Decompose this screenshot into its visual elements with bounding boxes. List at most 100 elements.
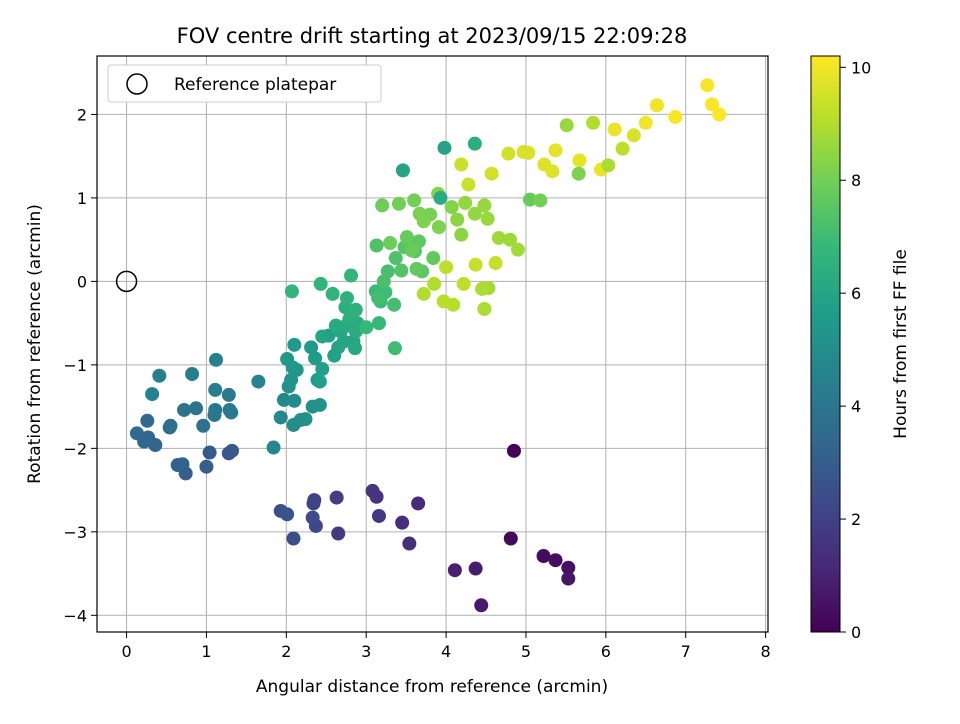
data-point	[280, 507, 295, 522]
data-point	[626, 128, 641, 143]
data-point	[325, 286, 340, 301]
data-point	[533, 193, 548, 208]
data-point	[475, 281, 490, 296]
data-point	[202, 445, 217, 460]
data-point	[387, 341, 402, 356]
data-point	[276, 392, 291, 407]
data-point	[409, 261, 424, 276]
colorbar: 0 2 4 6 8 10 Hours from first FF file	[810, 55, 911, 642]
data-point	[668, 109, 683, 124]
data-point	[266, 440, 281, 455]
data-point	[145, 387, 160, 402]
data-point	[196, 418, 211, 433]
data-point	[461, 177, 476, 192]
y-tick-label: −1	[63, 356, 87, 375]
data-point	[329, 490, 344, 505]
x-tick-label: 6	[601, 642, 611, 661]
y-tick-label: −4	[63, 606, 87, 625]
data-point	[208, 402, 223, 417]
data-point	[416, 214, 431, 229]
data-point	[545, 164, 560, 179]
chart-title: FOV centre drift starting at 2023/09/15 …	[177, 24, 688, 48]
data-point	[458, 195, 473, 210]
legend-marker-icon	[126, 73, 148, 95]
data-point	[163, 418, 178, 433]
x-axis-ticks: 0 1 2 3 4 5 6 7 8	[121, 632, 771, 661]
colorbar-gradient	[810, 55, 841, 633]
data-point	[411, 496, 426, 511]
data-point	[433, 190, 448, 205]
data-point	[484, 166, 499, 181]
data-point	[380, 264, 395, 279]
x-tick-label: 5	[521, 642, 531, 661]
data-point	[586, 115, 601, 130]
data-point	[572, 153, 587, 168]
data-point	[315, 362, 330, 377]
data-point	[395, 163, 410, 178]
data-point	[209, 352, 224, 367]
data-point	[221, 387, 236, 402]
x-tick-label: 7	[681, 642, 691, 661]
reference-point	[115, 270, 138, 293]
colorbar-label: Hours from first FF file	[891, 249, 911, 439]
data-point	[468, 561, 483, 576]
colorbar-tick-label: 10	[851, 58, 871, 77]
data-point	[521, 145, 536, 160]
data-point	[359, 320, 374, 335]
data-point	[287, 393, 302, 408]
colorbar-tick-label: 8	[851, 171, 861, 190]
data-point	[503, 531, 518, 546]
data-point	[199, 459, 214, 474]
data-point	[383, 235, 398, 250]
data-point	[402, 536, 417, 551]
data-point	[700, 78, 715, 93]
data-point	[705, 97, 720, 112]
x-tick-label: 8	[761, 642, 771, 661]
y-axis-ticks: −4 −3 −2 −1 0 1 2	[63, 105, 97, 625]
x-axis-label: Angular distance from reference (arcmin)	[256, 677, 608, 697]
x-tick-label: 3	[361, 642, 371, 661]
data-point	[185, 367, 200, 382]
data-point	[208, 382, 223, 397]
data-point	[177, 402, 192, 417]
plot-background	[97, 56, 768, 632]
data-point	[615, 141, 630, 156]
data-point	[454, 157, 469, 172]
data-point	[399, 230, 414, 245]
data-point	[468, 257, 483, 272]
y-axis-label: Rotation from reference (arcmin)	[25, 204, 45, 484]
colorbar-tick-label: 0	[851, 623, 861, 642]
data-points	[129, 78, 727, 613]
data-point	[371, 291, 386, 306]
data-point	[394, 263, 409, 278]
data-point	[510, 242, 525, 257]
data-point	[522, 192, 537, 207]
legend-box	[107, 64, 382, 103]
data-point	[416, 286, 431, 301]
data-point	[477, 198, 492, 213]
reference-platepar-marker	[115, 270, 138, 293]
data-point	[189, 401, 204, 416]
data-point	[331, 526, 346, 541]
data-point	[371, 316, 386, 331]
data-point	[308, 351, 323, 366]
data-point	[467, 136, 482, 151]
data-point	[371, 508, 386, 523]
data-point	[306, 496, 321, 511]
x-tick-label: 4	[441, 642, 451, 661]
data-point	[456, 276, 471, 291]
data-point	[387, 297, 402, 312]
data-point	[348, 341, 363, 356]
legend-entry-label: Reference platepar	[174, 75, 336, 95]
data-point	[375, 198, 390, 213]
data-point	[454, 227, 469, 242]
data-point	[369, 238, 384, 253]
data-point	[548, 553, 563, 568]
x-tick-label: 1	[201, 642, 211, 661]
data-point	[437, 140, 452, 155]
data-point	[287, 337, 302, 352]
data-point	[224, 443, 239, 458]
data-point	[395, 515, 410, 530]
data-point	[315, 329, 330, 344]
data-point	[312, 374, 327, 389]
